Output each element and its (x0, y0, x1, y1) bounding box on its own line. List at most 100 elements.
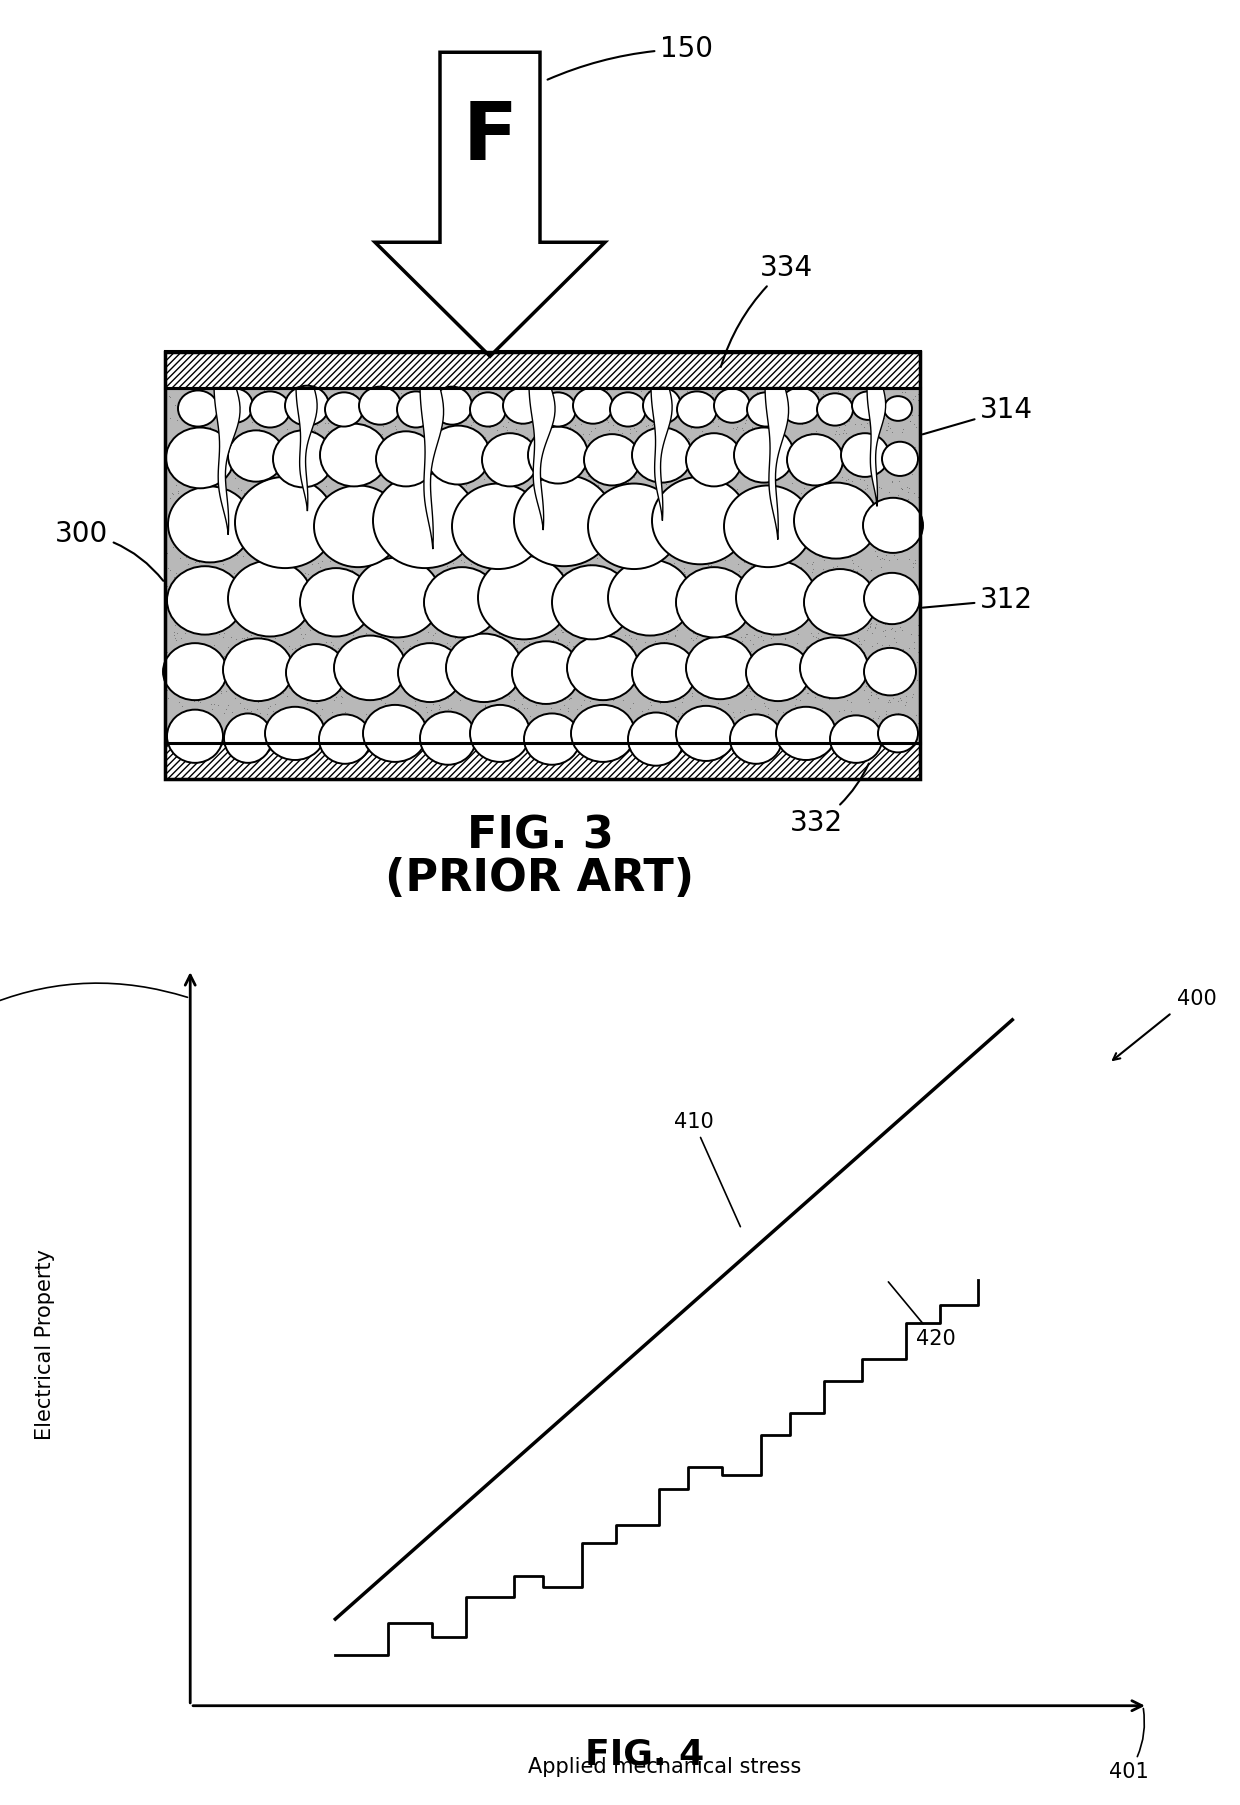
Point (613, 419, 632, 448)
Point (626, 428, 646, 457)
Point (750, 529, 770, 558)
Point (843, 522, 863, 551)
Point (237, 700, 257, 729)
Point (166, 560, 186, 588)
Point (614, 433, 634, 462)
Point (501, 556, 521, 585)
Point (706, 612, 725, 641)
Point (882, 430, 901, 458)
Point (893, 458, 913, 487)
Point (291, 594, 311, 623)
Point (544, 383, 564, 412)
Point (280, 424, 300, 453)
Point (683, 619, 703, 648)
Point (480, 554, 500, 583)
Point (306, 390, 326, 419)
Point (506, 639, 526, 668)
Point (601, 393, 621, 422)
Point (176, 558, 196, 587)
Point (526, 518, 546, 547)
Point (712, 594, 732, 623)
Ellipse shape (746, 644, 810, 700)
Ellipse shape (787, 435, 843, 486)
Point (548, 625, 568, 653)
Point (190, 440, 210, 469)
Point (329, 634, 348, 662)
Point (773, 381, 792, 410)
Point (186, 558, 206, 587)
Point (497, 415, 517, 444)
Point (611, 469, 631, 498)
Point (578, 542, 598, 570)
Point (498, 587, 518, 616)
Point (343, 677, 363, 706)
Point (435, 390, 455, 419)
Point (399, 422, 419, 451)
Point (646, 545, 666, 574)
Point (759, 455, 779, 484)
Point (758, 417, 777, 446)
Point (250, 455, 270, 484)
Point (818, 650, 838, 679)
Point (438, 543, 458, 572)
Point (461, 421, 481, 449)
Point (425, 619, 445, 648)
Point (186, 484, 206, 513)
Point (211, 677, 231, 706)
Point (862, 677, 882, 706)
Point (270, 646, 290, 675)
Point (650, 449, 670, 478)
Point (456, 439, 476, 467)
Point (771, 715, 791, 744)
Point (574, 446, 594, 475)
Point (652, 726, 672, 754)
Point (312, 375, 332, 404)
Point (897, 473, 916, 502)
Point (281, 574, 301, 603)
Point (536, 478, 556, 507)
Point (844, 439, 864, 467)
Point (883, 417, 903, 446)
Point (319, 408, 339, 437)
Point (198, 727, 218, 756)
Point (750, 606, 770, 635)
Point (308, 599, 327, 628)
Point (794, 578, 813, 606)
Point (224, 484, 244, 513)
Point (795, 410, 815, 439)
Point (608, 527, 627, 556)
Point (792, 523, 812, 552)
Point (348, 659, 368, 688)
Point (835, 482, 854, 511)
Point (744, 621, 764, 650)
Point (475, 653, 495, 682)
Point (356, 406, 376, 435)
Point (585, 413, 605, 442)
Point (733, 523, 753, 552)
Point (725, 534, 745, 563)
Point (707, 695, 727, 724)
Point (596, 480, 616, 509)
Polygon shape (651, 388, 672, 520)
Point (863, 704, 883, 733)
Point (290, 671, 310, 700)
Point (738, 415, 758, 444)
Point (157, 684, 177, 713)
Point (608, 670, 627, 699)
Point (887, 543, 906, 572)
Point (489, 592, 508, 621)
Point (781, 614, 801, 643)
Point (430, 493, 450, 522)
Point (640, 426, 660, 455)
Point (818, 616, 838, 644)
Point (639, 592, 658, 621)
Point (279, 673, 299, 702)
Point (701, 671, 720, 700)
Point (188, 630, 208, 659)
Point (265, 377, 285, 406)
Text: FIG. 3: FIG. 3 (466, 814, 614, 857)
Point (646, 518, 666, 547)
Point (601, 668, 621, 697)
Point (629, 469, 649, 498)
Point (560, 653, 580, 682)
